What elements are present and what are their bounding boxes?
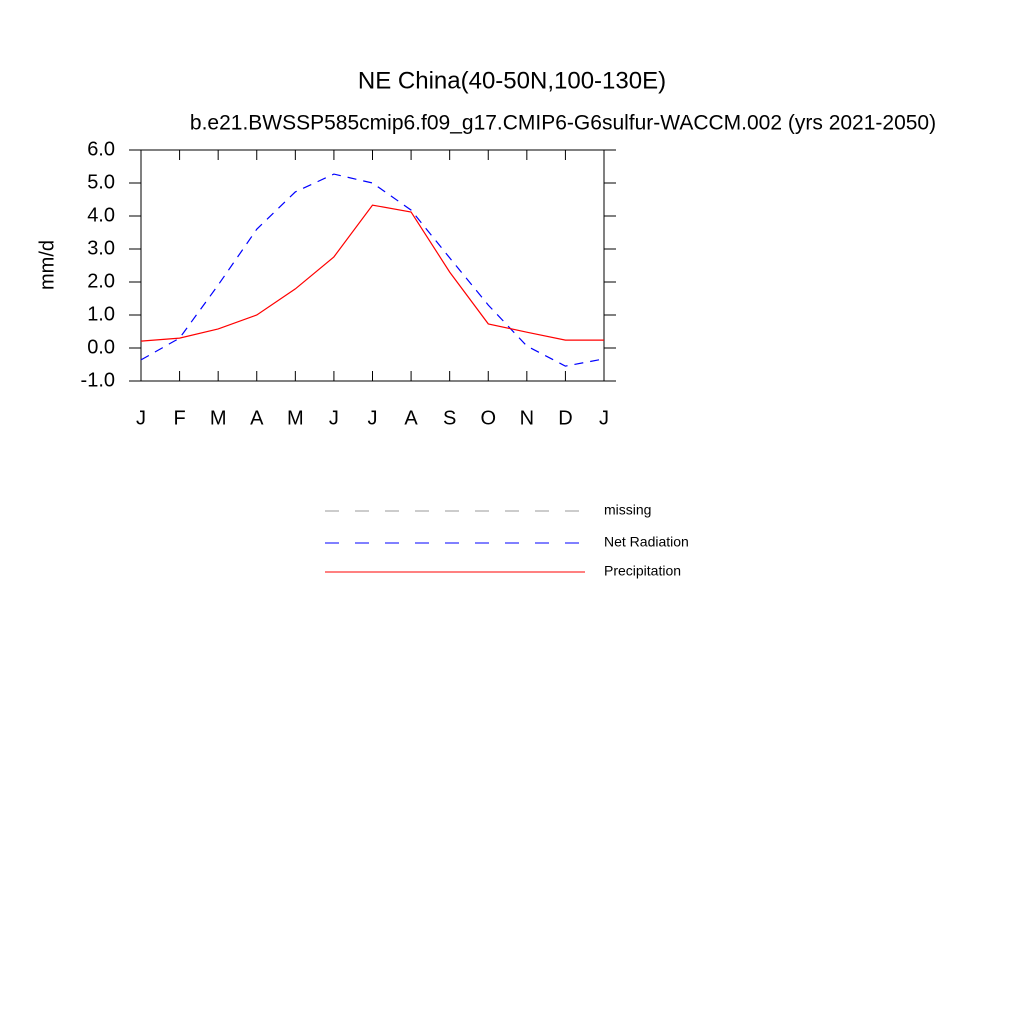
x-tick-label: D bbox=[558, 407, 572, 429]
legend-label: Net Radiation bbox=[604, 534, 689, 550]
y-tick-label: -1.0 bbox=[81, 369, 115, 391]
y-axis-label: mm/d bbox=[36, 240, 58, 290]
y-tick-label: 3.0 bbox=[87, 237, 115, 259]
x-tick-label: F bbox=[173, 407, 185, 429]
chart-title: NE China(40-50N,100-130E) bbox=[358, 67, 666, 94]
legend-label: missing bbox=[604, 502, 651, 518]
x-tick-label: A bbox=[250, 407, 264, 429]
y-tick-label: 1.0 bbox=[87, 303, 115, 325]
plot-frame bbox=[140, 149, 605, 382]
x-tick-label: O bbox=[480, 407, 496, 429]
y-tick-label: 2.0 bbox=[87, 270, 115, 292]
legend-label: Precipitation bbox=[604, 563, 681, 579]
y-tick-label: 0.0 bbox=[87, 336, 115, 358]
x-tick-label: J bbox=[136, 407, 146, 429]
data-line bbox=[140, 204, 604, 342]
x-tick-label: J bbox=[368, 407, 378, 429]
y-tick-label: 6.0 bbox=[87, 138, 115, 160]
x-tick-label: M bbox=[210, 407, 227, 429]
data-line bbox=[140, 173, 605, 367]
x-tick-label: M bbox=[287, 407, 304, 429]
chart-subtitle: b.e21.BWSSP585cmip6.f09_g17.CMIP6-G6sulf… bbox=[190, 112, 936, 135]
x-tick-label: J bbox=[329, 407, 339, 429]
x-tick-label: S bbox=[443, 407, 456, 429]
x-tick-label: A bbox=[404, 407, 418, 429]
y-tick-label: 5.0 bbox=[87, 171, 115, 193]
x-tick-label: N bbox=[520, 407, 534, 429]
x-tick-label: J bbox=[599, 407, 609, 429]
y-tick-label: 4.0 bbox=[87, 204, 115, 226]
